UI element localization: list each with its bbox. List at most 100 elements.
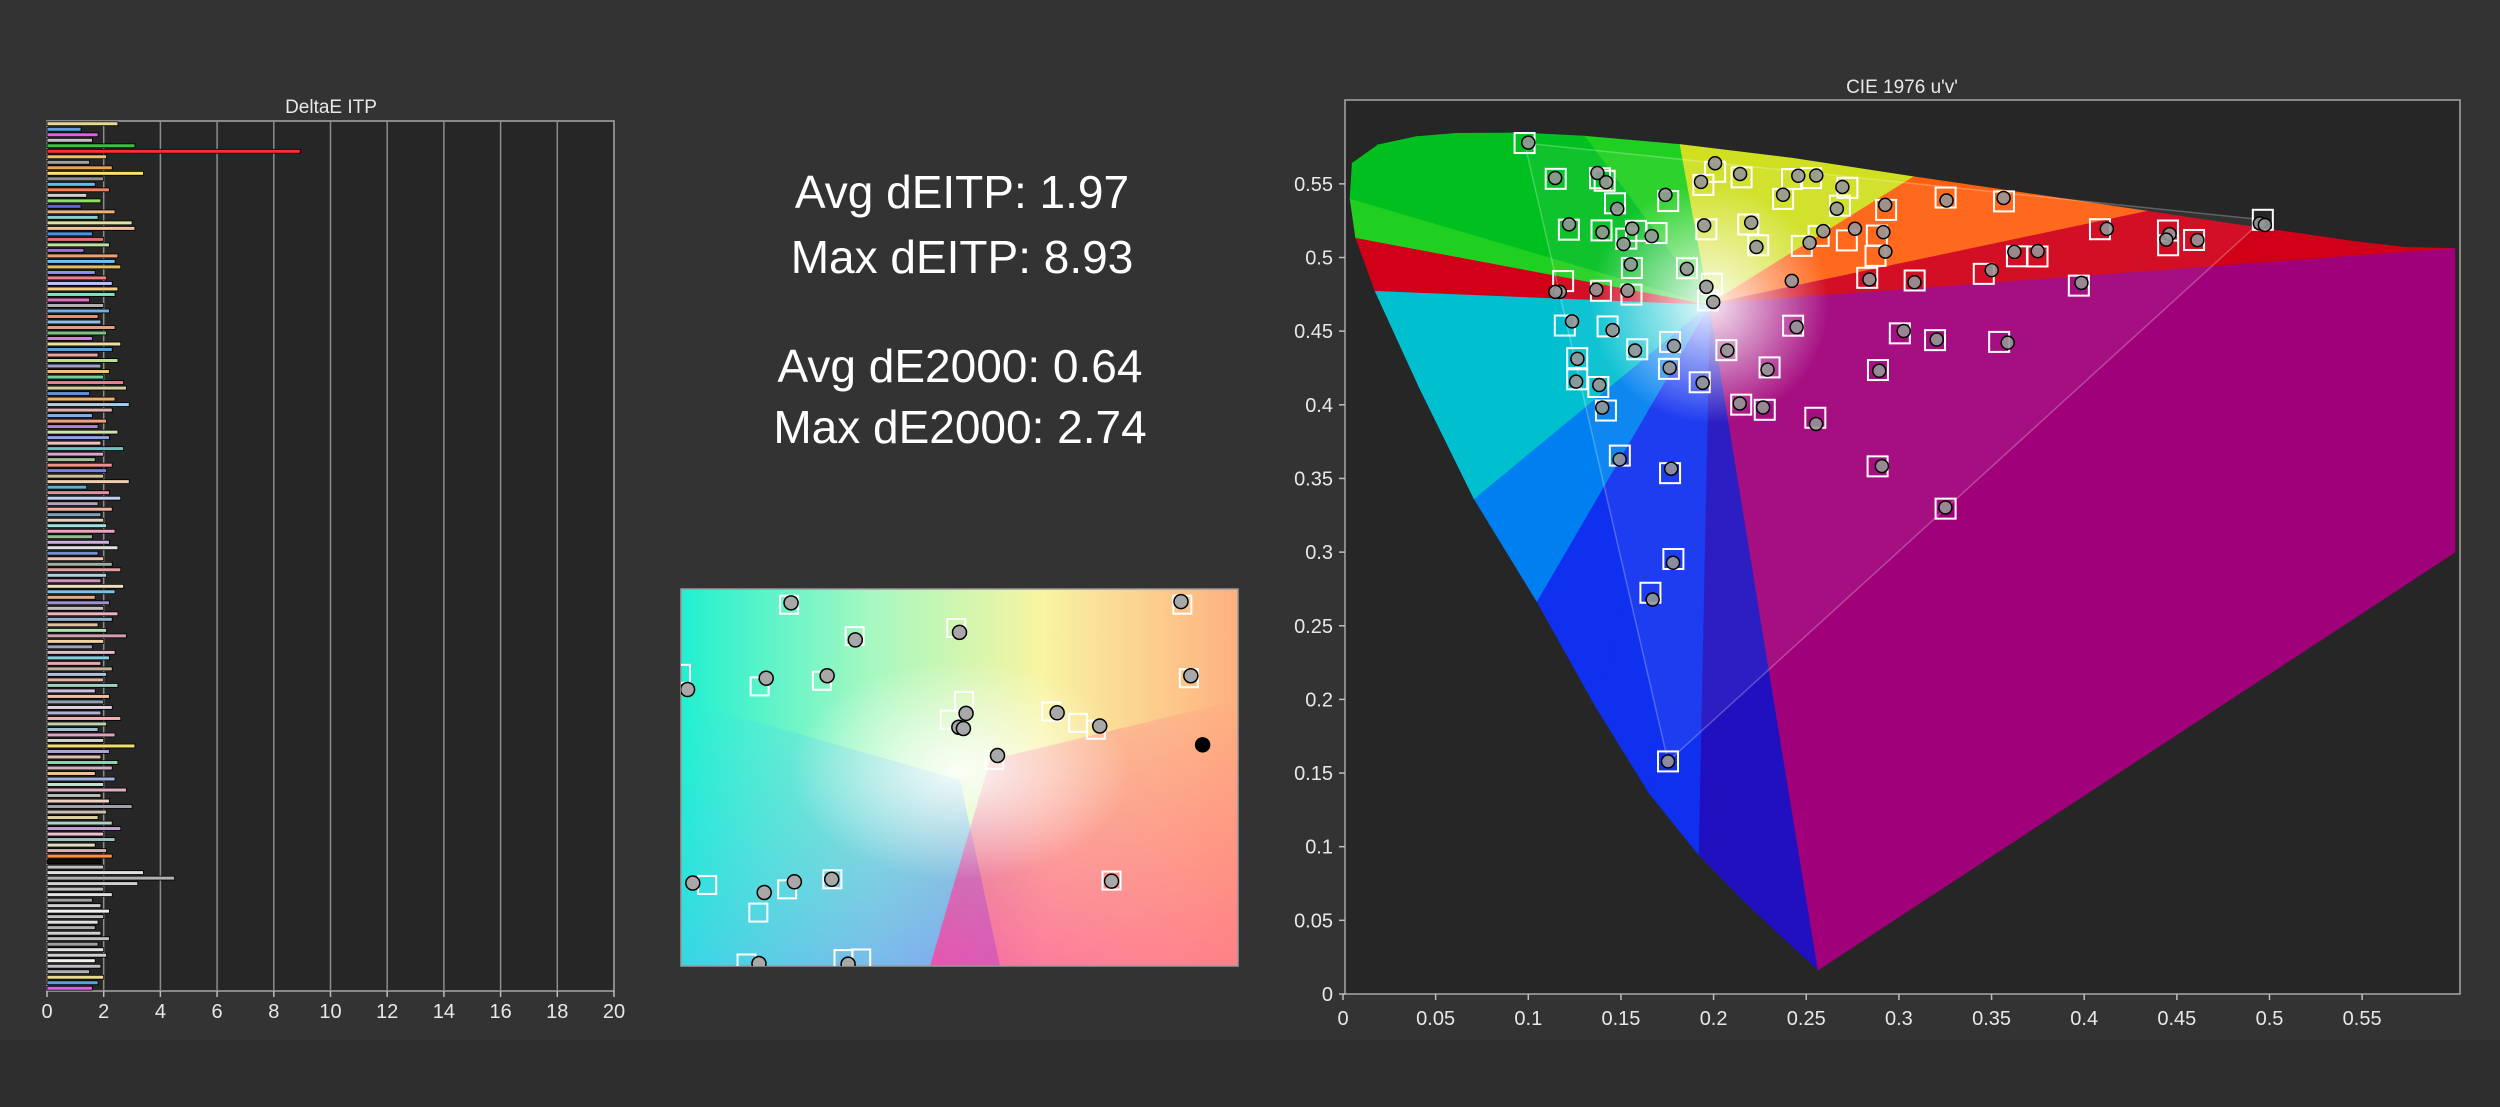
inset-target-marker bbox=[822, 869, 843, 890]
itp-bar bbox=[46, 710, 102, 716]
cie-measured-point bbox=[1784, 273, 1800, 289]
cie-measured-point bbox=[1660, 754, 1676, 769]
itp-bar bbox=[46, 594, 96, 600]
itp-bar bbox=[46, 215, 99, 220]
itp-bar bbox=[46, 270, 96, 275]
cie-measured-point bbox=[1658, 187, 1673, 203]
itp-bar bbox=[46, 985, 93, 991]
cie-y-tick-label: 0 bbox=[1322, 984, 1333, 1006]
itp-bar bbox=[46, 181, 96, 187]
itp-bar bbox=[46, 561, 113, 567]
cie-measured-point bbox=[1627, 343, 1643, 358]
itp-bar bbox=[46, 892, 113, 897]
itp-bar bbox=[46, 980, 99, 986]
cie-measured-point bbox=[1816, 223, 1831, 239]
itp-bar bbox=[46, 605, 105, 611]
cie-measured-point bbox=[1616, 236, 1631, 252]
cie-measured-point bbox=[1732, 166, 1748, 182]
cie-target-marker bbox=[1626, 338, 1649, 361]
cie-points bbox=[1513, 132, 2274, 773]
cie-target-marker bbox=[1593, 169, 1616, 192]
itp-bar bbox=[46, 446, 124, 451]
itp-tick-label: 12 bbox=[376, 1001, 398, 1023]
cie-target-marker bbox=[1715, 339, 1738, 362]
itp-bar bbox=[46, 385, 127, 391]
itp-bar bbox=[46, 749, 110, 754]
deltae-itp-chart: DeltaE ITP 0 2 4 6 8 10 12 14 16 18 20 bbox=[41, 97, 625, 1023]
itp-bar bbox=[46, 506, 113, 512]
inset-measured-point bbox=[1194, 737, 1211, 753]
itp-bar bbox=[46, 159, 90, 165]
itp-bar bbox=[46, 881, 139, 886]
cie-measured-point bbox=[1595, 225, 1610, 240]
itp-bar bbox=[46, 176, 105, 182]
cie-target-marker bbox=[1903, 269, 1926, 292]
cie-measured-point bbox=[1829, 201, 1845, 216]
cie-measured-point bbox=[1695, 375, 1710, 391]
itp-bar bbox=[46, 974, 105, 980]
itp-bar bbox=[46, 897, 93, 903]
cie-measured-point bbox=[1835, 179, 1850, 195]
itp-bar bbox=[46, 831, 105, 837]
itp-bar bbox=[46, 914, 105, 919]
itp-bar bbox=[46, 121, 119, 127]
itp-bar bbox=[46, 870, 144, 875]
itp-tick-label: 18 bbox=[546, 1001, 568, 1023]
cie-measured-point bbox=[1874, 458, 1890, 474]
itp-bar bbox=[46, 391, 90, 396]
itp-bar bbox=[46, 765, 113, 771]
itp-bar bbox=[46, 820, 113, 826]
itp-bar bbox=[46, 413, 93, 418]
itp-bar bbox=[46, 776, 116, 782]
inset-measured-point bbox=[989, 747, 1006, 764]
itp-bar bbox=[46, 187, 110, 193]
itp-bar bbox=[46, 424, 99, 429]
cie-x-tick-label: 0.2 bbox=[1700, 1008, 1728, 1030]
itp-bar bbox=[46, 848, 107, 853]
itp-bar bbox=[46, 567, 122, 573]
itp-bar bbox=[46, 330, 107, 336]
cie-measured-point bbox=[1872, 363, 1887, 379]
cie-target-marker bbox=[1657, 750, 1680, 773]
itp-bar bbox=[46, 760, 119, 765]
itp-bar bbox=[46, 919, 99, 925]
itp-bar bbox=[46, 688, 96, 694]
cie-measured-point bbox=[1666, 338, 1682, 354]
itp-bar bbox=[46, 539, 110, 545]
cie-measured-point bbox=[1755, 400, 1771, 415]
cie-measured-point bbox=[1568, 374, 1584, 389]
cie-measured-point bbox=[1564, 314, 1580, 329]
itp-bar bbox=[46, 319, 102, 325]
itp-bar bbox=[46, 358, 119, 363]
itp-bar bbox=[46, 517, 105, 523]
cie-x-tick-label: 0.35 bbox=[1972, 1008, 2011, 1030]
itp-bar bbox=[46, 550, 99, 556]
itp-bar bbox=[46, 952, 107, 958]
itp-x-ticks: 0 2 4 6 8 10 12 14 16 18 20 bbox=[41, 991, 625, 1023]
cie-measured-point bbox=[2190, 232, 2205, 248]
cie-measured-point bbox=[1896, 323, 1911, 339]
cie-measured-point bbox=[1699, 279, 1714, 295]
itp-bar bbox=[46, 677, 105, 683]
cie-measured-point bbox=[1877, 197, 1893, 213]
cie-measured-point bbox=[2030, 243, 2045, 259]
cie-y-tick-label: 0.05 bbox=[1294, 910, 1333, 932]
itp-bar bbox=[46, 165, 113, 171]
itp-bar bbox=[46, 237, 105, 242]
itp-bar bbox=[46, 578, 102, 584]
itp-bar bbox=[46, 754, 102, 760]
itp-tick-label: 4 bbox=[155, 1001, 166, 1023]
itp-bar bbox=[46, 468, 107, 473]
inset-measured-point bbox=[847, 632, 864, 648]
itp-bar bbox=[46, 534, 93, 540]
cie-target-marker bbox=[1753, 398, 1776, 421]
cie-measured-point bbox=[1663, 461, 1679, 476]
itp-bar bbox=[46, 143, 136, 149]
itp-bar bbox=[46, 936, 110, 942]
itp-bar bbox=[46, 738, 105, 743]
cie-x-tick-label: 0.55 bbox=[2343, 1008, 2382, 1030]
cie-target-marker bbox=[1544, 167, 1567, 190]
itp-bar bbox=[46, 842, 96, 848]
itp-bar bbox=[46, 396, 116, 402]
cie-measured-point bbox=[1590, 165, 1605, 181]
